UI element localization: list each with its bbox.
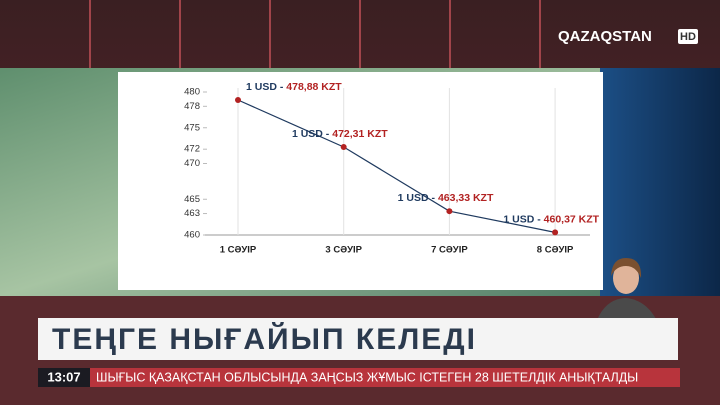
data-label: 1 USD - 478,88 KZT — [246, 81, 342, 93]
line — [237, 99, 556, 233]
data-label-prefix: 1 USD - — [503, 213, 543, 225]
data-label-value: 460,37 KZT — [544, 213, 600, 225]
chart-panel — [118, 72, 603, 290]
x-tick-label: 3 СӘУІР — [325, 245, 362, 256]
y-tick-label: 465 — [184, 194, 200, 205]
headline: ТЕҢГЕ НЫҒАЙЫП КЕЛЕДІ — [52, 322, 477, 356]
data-label-value: 472,31 KZT — [332, 128, 388, 140]
channel-logo: QAZAQSTAN — [558, 28, 652, 45]
x-tick-label: 1 СӘУІР — [220, 245, 257, 256]
data-label-prefix: 1 USD - — [398, 192, 438, 204]
y-tick-label: 463 — [184, 208, 200, 219]
x-tick-label: 7 СӘУІР — [431, 245, 468, 256]
data-label: 1 USD - 463,33 KZT — [398, 192, 494, 204]
data-label-prefix: 1 USD - — [246, 81, 286, 93]
background-image — [600, 68, 720, 296]
data-label-prefix: 1 USD - — [292, 128, 332, 140]
data-label: 1 USD - 472,31 KZT — [292, 128, 388, 140]
chart: 460 463 465 470 472 475 478 480 1 СӘУІР 3 СӘУІР 7 … — [184, 81, 600, 256]
point — [446, 208, 453, 215]
y-tick-label: 470 — [184, 158, 200, 169]
point — [340, 143, 347, 150]
y-tick-label: 460 — [184, 230, 200, 241]
hd-badge-box — [678, 29, 698, 44]
headline-bar — [38, 318, 678, 360]
y-tick-label: 475 — [184, 122, 200, 133]
time-box — [38, 368, 90, 387]
data-label-value: 463,33 KZT — [438, 192, 494, 204]
ticker-bar — [90, 368, 680, 387]
x-tick-label: 8 СӘУІР — [537, 245, 574, 256]
point — [235, 97, 241, 104]
y-tick-label: 478 — [184, 101, 200, 112]
data-label-value: 478,88 KZT — [286, 81, 342, 93]
studio-panels — [89, 0, 541, 70]
data-label: 1 USD - 460,37 KZT — [503, 213, 599, 225]
hd-badge: HD — [680, 31, 696, 43]
y-tick-label: 480 — [184, 87, 200, 98]
ticker-text: ШЫҒЫС ҚАЗАҚСТАН ОБЛЫСЫНДА ЗАҢСЫЗ ЖҰМЫС І… — [96, 370, 638, 384]
point — [552, 229, 559, 236]
y-tick-label: 472 — [184, 144, 200, 155]
clock: 13:07 — [47, 369, 80, 384]
